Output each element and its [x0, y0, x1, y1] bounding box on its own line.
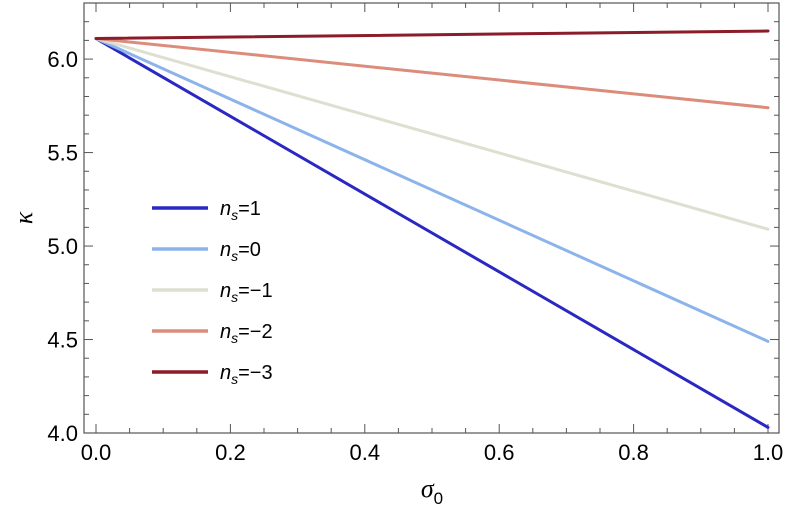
x-tick-label: 0.8	[618, 440, 649, 465]
legend-symbol: n	[220, 280, 231, 302]
series-line-4	[94, 29, 770, 41]
legend-suffix: =−2	[238, 321, 272, 343]
legend-entry: ns=0	[220, 239, 261, 264]
legend-subscript: s	[231, 330, 238, 346]
legend-suffix: =0	[238, 239, 261, 261]
legend-suffix: =1	[238, 198, 261, 220]
y-axis-title: κ	[9, 211, 38, 224]
y-tick-label: 5.0	[47, 234, 78, 259]
series-line-2	[94, 37, 770, 231]
legend-subscript: s	[231, 289, 238, 305]
plot-frame-rect	[83, 2, 780, 434]
legend-symbol: n	[220, 321, 231, 343]
legend-entry: ns=−3	[220, 362, 273, 387]
x-tick-label: 0.6	[484, 440, 515, 465]
legend-entry: ns=−1	[220, 280, 273, 305]
legend-suffix: =−1	[238, 280, 272, 302]
legend-subscript: s	[231, 207, 238, 223]
legend-entry: ns=1	[220, 198, 261, 223]
x-tick-label: 0.4	[350, 440, 381, 465]
legend: ns=1ns=0ns=−1ns=−2ns=−3	[152, 198, 273, 387]
x-axis-title: σ0	[421, 474, 443, 506]
y-tick-label: 4.0	[47, 421, 78, 446]
legend-entry: ns=−2	[220, 321, 273, 346]
legend-symbol: n	[220, 198, 231, 220]
y-tick-label: 4.5	[47, 328, 78, 353]
legend-subscript: s	[231, 371, 238, 387]
axis-ticks: 0.0 0.2 0.4 0.6 0.8 1.0 4.0 4.5 5.0 5.5 6.0	[47, 2, 784, 465]
plot-frame	[83, 2, 780, 434]
legend-symbol: n	[220, 239, 231, 261]
legend-subscript: s	[231, 248, 238, 264]
x-axis-title-symbol: σ	[421, 474, 435, 503]
x-tick-label: 0.0	[81, 440, 112, 465]
y-tick-label: 5.5	[47, 141, 78, 166]
x-axis-title-subscript: 0	[434, 489, 443, 506]
x-tick-label: 0.2	[215, 440, 246, 465]
series-lines	[94, 29, 770, 429]
legend-symbol: n	[220, 362, 231, 384]
x-tick-label: 1.0	[753, 440, 784, 465]
series-line-1	[94, 37, 770, 343]
legend-suffix: =−3	[238, 362, 272, 384]
axis-labels: σ0 κ	[9, 211, 443, 506]
y-tick-label: 6.0	[47, 47, 78, 72]
series-line-3	[94, 37, 770, 110]
series-line-0	[94, 37, 770, 429]
